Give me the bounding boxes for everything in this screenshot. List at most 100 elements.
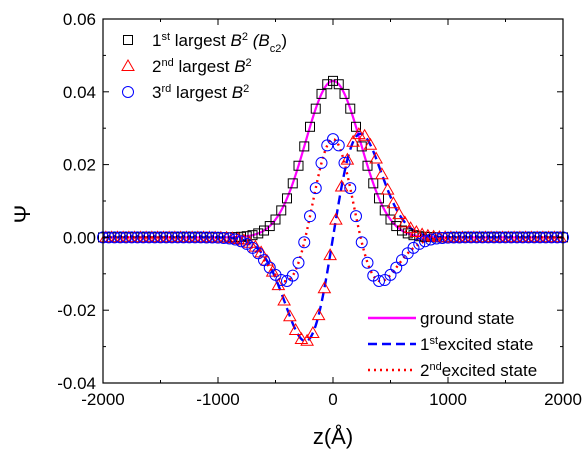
legend-label: ground state — [420, 309, 515, 328]
legend-label: 1stexcited state — [420, 335, 533, 354]
data-point — [374, 193, 384, 204]
curve-1st-excited-state — [103, 132, 563, 343]
legend-top: 1st largest B2 (Bc2) 2nd largest B2 3rd la… — [121, 31, 287, 102]
data-point — [447, 231, 460, 244]
data-point — [235, 235, 247, 248]
data-point — [465, 231, 477, 244]
data-point — [253, 228, 264, 239]
data-point — [368, 178, 379, 189]
data-point — [390, 261, 403, 274]
data-point — [329, 212, 343, 225]
data-point — [282, 193, 292, 204]
data-point — [315, 156, 328, 169]
plot-markers — [97, 75, 569, 346]
data-point — [189, 231, 201, 244]
data-point — [317, 281, 332, 294]
x-tick-label: 1000 — [429, 390, 467, 409]
data-point — [275, 274, 288, 287]
data-point — [316, 88, 327, 99]
data-point — [194, 231, 207, 244]
data-point — [339, 88, 350, 99]
data-point — [363, 137, 378, 150]
legend-label: 2ndexcited state — [420, 361, 537, 380]
data-point — [229, 233, 242, 246]
legend-bottom: ground state 1stexcited state 2ndexcited s… — [368, 309, 537, 380]
y-tick-label: -0.02 — [57, 301, 96, 320]
data-point — [276, 205, 287, 216]
data-point — [409, 225, 424, 238]
data-point — [223, 232, 236, 245]
ticks — [102, 18, 564, 384]
data-point — [258, 254, 270, 267]
data-point — [430, 232, 443, 245]
data-point — [323, 248, 337, 261]
data-point — [384, 268, 397, 281]
data-point — [397, 225, 407, 236]
data-point — [271, 278, 286, 291]
data-point — [379, 205, 390, 216]
data-point — [311, 308, 326, 321]
data-point — [309, 182, 322, 195]
tick-labels: -2000 -1000 0 1000 2000 -0.04 -0.02 0.00 0.02 0.0… — [57, 10, 582, 409]
data-point — [436, 231, 449, 244]
data-point — [286, 269, 299, 282]
data-point — [293, 160, 304, 171]
data-point — [419, 235, 431, 248]
data-point — [270, 214, 281, 225]
plot-frame — [102, 18, 564, 384]
data-point — [306, 325, 320, 339]
data-point — [398, 215, 412, 228]
data-point — [264, 221, 275, 232]
legend-label: 3rd largest B2 — [152, 83, 249, 102]
data-point — [392, 207, 406, 220]
x-tick-label: -2000 — [81, 390, 124, 409]
data-point — [357, 128, 372, 141]
data-point — [171, 231, 184, 244]
y-tick-label: 0.04 — [63, 83, 96, 102]
data-point — [294, 332, 309, 345]
data-point — [206, 231, 219, 244]
data-point — [288, 322, 303, 335]
data-point — [453, 231, 466, 244]
data-point — [333, 79, 344, 90]
data-point — [361, 256, 374, 269]
data-point — [442, 231, 454, 244]
data-point — [375, 167, 389, 180]
data-point — [413, 237, 426, 250]
data-point — [345, 103, 356, 114]
data-point — [327, 133, 339, 146]
data-point — [283, 309, 297, 322]
data-point — [373, 274, 385, 287]
y-tick-label: 0.06 — [63, 10, 96, 29]
data-point — [183, 231, 196, 244]
data-point — [328, 75, 338, 86]
y-tick-label: -0.04 — [57, 374, 96, 393]
legend-marker — [121, 58, 135, 71]
data-point — [200, 231, 213, 244]
data-point — [403, 221, 418, 234]
data-point — [396, 254, 408, 267]
data-point — [470, 231, 483, 244]
data-point — [355, 236, 368, 249]
y-tick-label: 0.02 — [63, 156, 96, 175]
data-point — [247, 230, 258, 241]
data-point — [346, 134, 360, 147]
data-point — [177, 231, 190, 244]
data-point — [459, 231, 472, 244]
data-point — [299, 141, 310, 152]
x-tick-label: -1000 — [196, 390, 239, 409]
data-point — [386, 196, 401, 209]
data-point — [304, 210, 316, 223]
data-point — [263, 261, 276, 274]
data-point — [338, 156, 351, 169]
data-point — [362, 160, 373, 171]
data-point — [344, 182, 357, 195]
legend-label: 1st largest B2 (Bc2) — [152, 31, 287, 55]
y-tick-label: 0.00 — [63, 228, 96, 247]
data-point — [265, 264, 280, 277]
legend-marker — [123, 35, 133, 45]
data-point — [334, 179, 349, 192]
data-point — [287, 178, 298, 189]
data-point — [352, 127, 366, 140]
